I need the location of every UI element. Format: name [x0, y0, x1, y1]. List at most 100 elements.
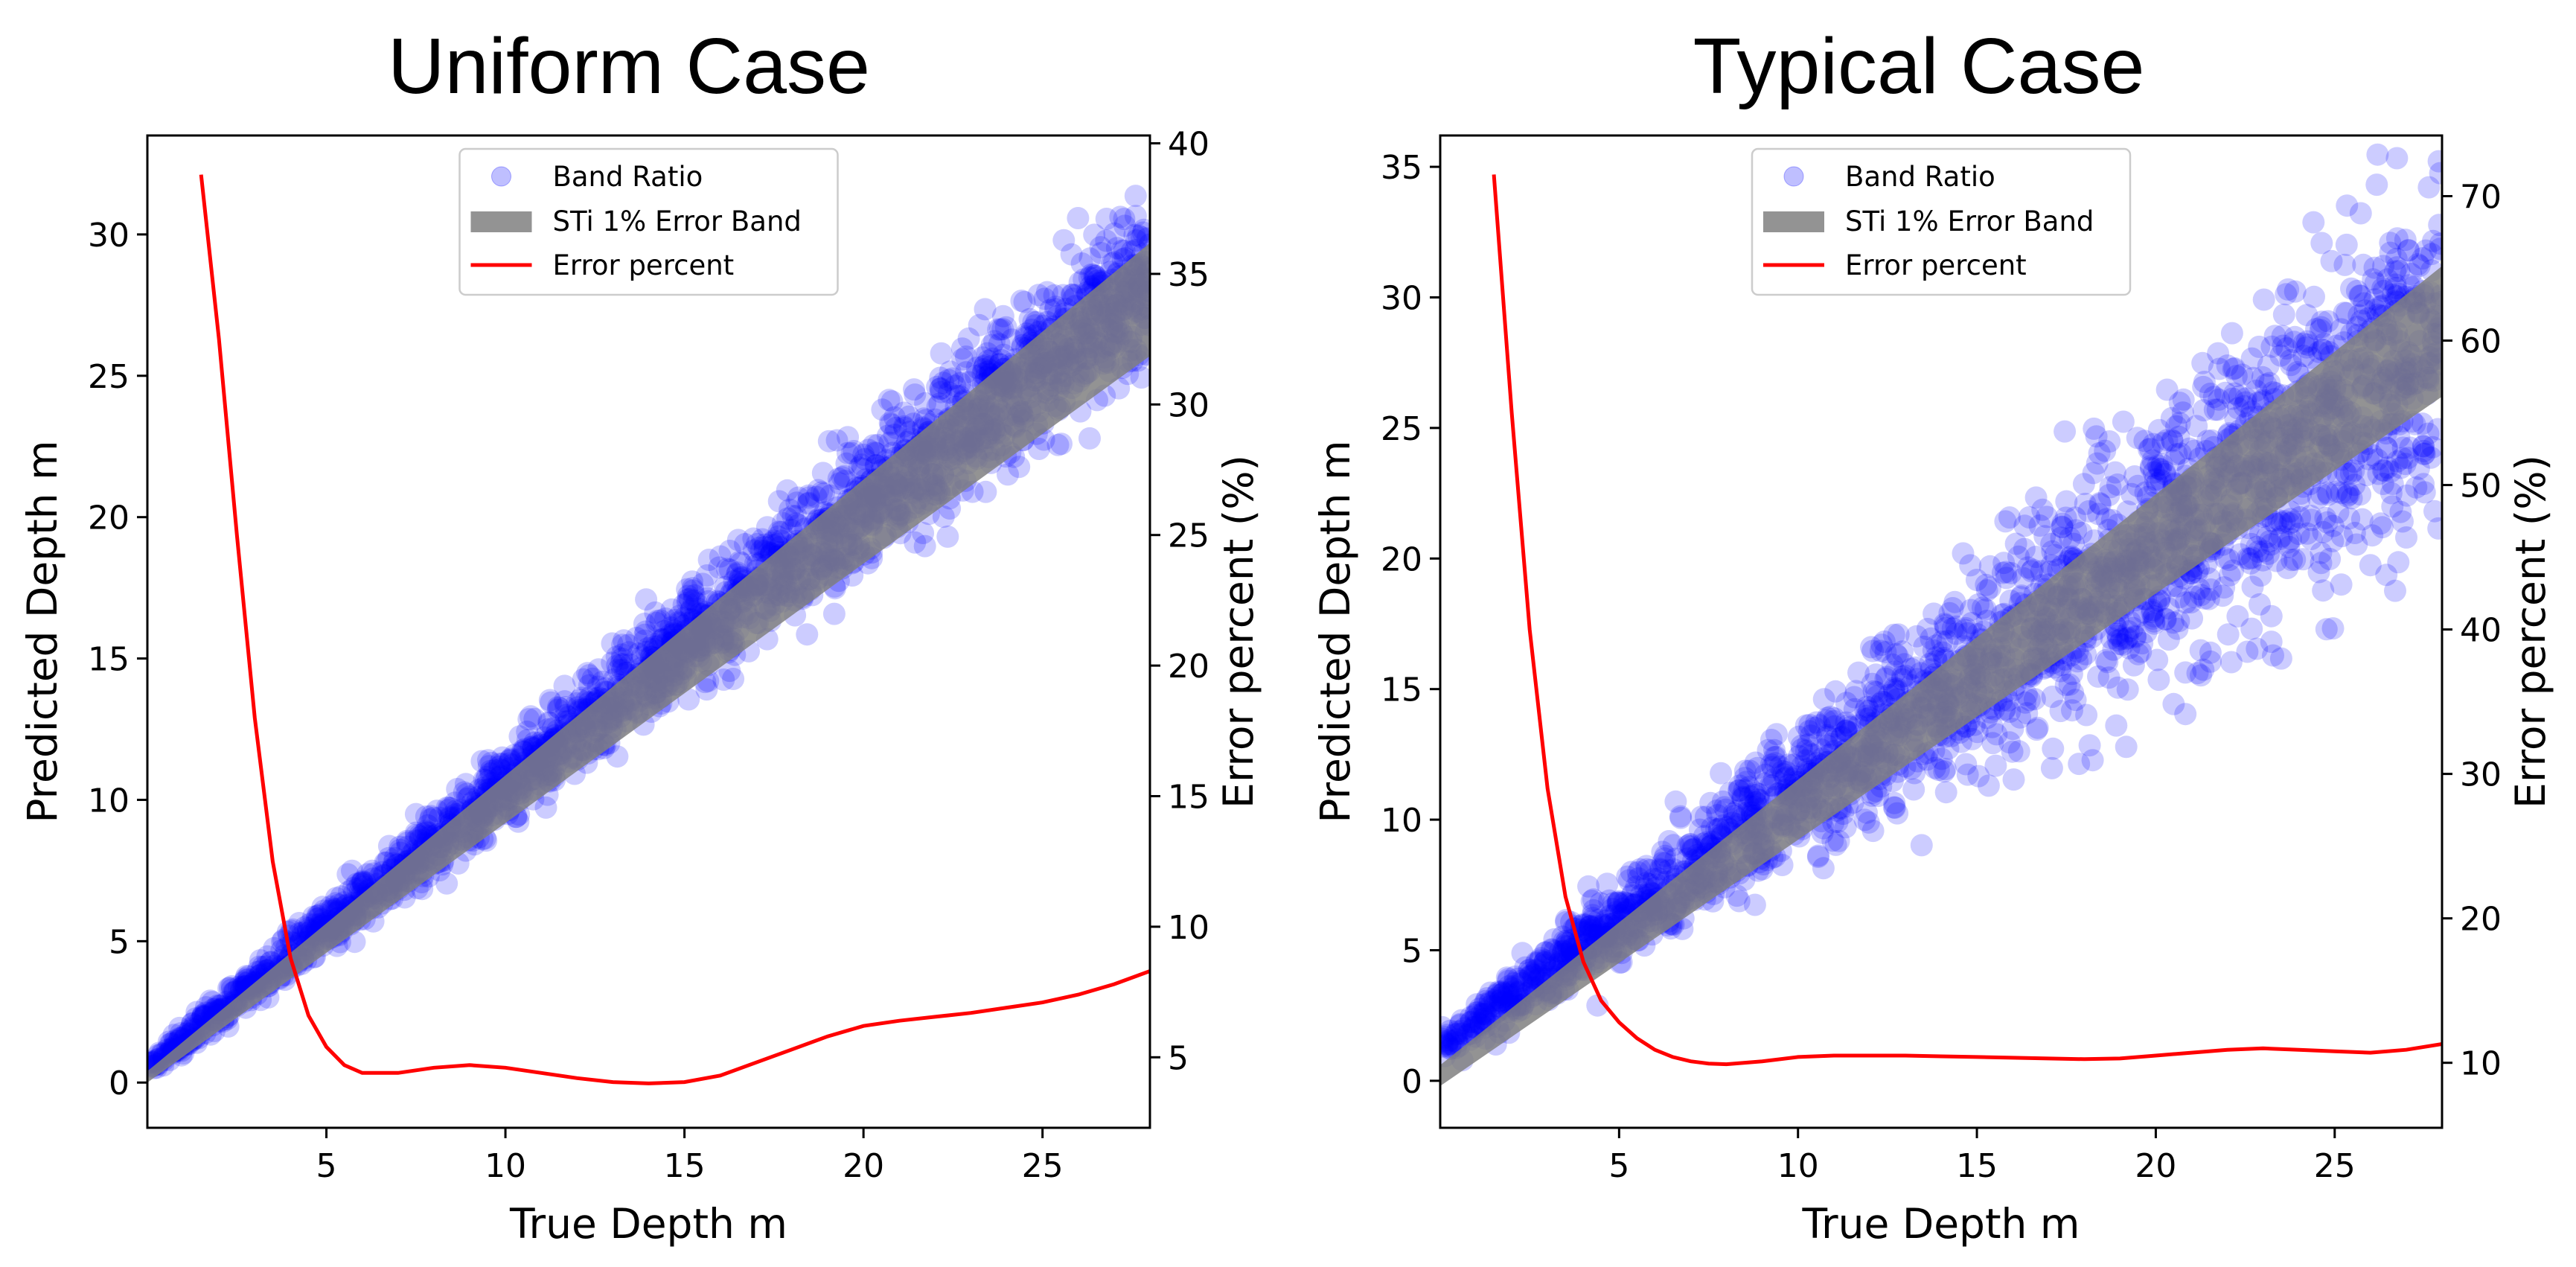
band-ratio-point — [1649, 858, 1672, 881]
band-ratio-point — [2307, 486, 2330, 509]
band-ratio-point — [415, 805, 438, 828]
band-ratio-point — [2199, 578, 2222, 601]
band-ratio-point — [1999, 561, 2022, 584]
band-ratio-point — [1583, 916, 1606, 939]
band-ratio-point — [1518, 959, 1540, 982]
band-ratio-point — [1552, 939, 1575, 963]
band-ratio-point — [937, 368, 960, 392]
band-ratio-point — [1925, 646, 1948, 669]
band-ratio-point — [181, 1012, 204, 1035]
band-ratio-point — [825, 429, 848, 452]
band-ratio-point — [2050, 526, 2073, 549]
band-ratio-point — [761, 532, 784, 554]
band-ratio-point — [157, 1030, 180, 1053]
band-ratio-point — [396, 829, 418, 852]
band-ratio-point — [1922, 639, 1945, 662]
band-ratio-point — [2270, 511, 2293, 534]
band-ratio-point — [2018, 506, 2041, 529]
band-ratio-point — [1847, 661, 1870, 684]
band-ratio-point — [612, 653, 635, 676]
y-tick-label: 0 — [1402, 1063, 1422, 1101]
band-ratio-point — [534, 796, 557, 819]
band-ratio-point — [2171, 401, 2194, 424]
band-ratio-point — [606, 654, 629, 677]
band-ratio-point — [2155, 429, 2179, 452]
y2-axis-label: Error percent (%) — [1215, 455, 1262, 808]
band-ratio-point — [828, 472, 851, 495]
band-ratio-point — [1647, 867, 1670, 890]
band-ratio-point — [2102, 638, 2125, 661]
band-ratio-point — [2407, 457, 2430, 480]
band-ratio-point — [2394, 229, 2417, 252]
band-ratio-point — [1588, 908, 1611, 931]
x-axis-label: True Depth m — [1802, 1200, 2080, 1248]
band-ratio-point — [742, 527, 765, 550]
band-ratio-point — [2338, 507, 2361, 530]
chart-title: Uniform Case — [388, 22, 870, 110]
band-ratio-point — [767, 490, 790, 513]
band-ratio-point — [1815, 724, 1838, 747]
band-ratio-point — [903, 378, 925, 401]
band-ratio-point — [1483, 995, 1506, 1018]
band-ratio-point — [2412, 439, 2435, 462]
x-tick-label: 25 — [2314, 1147, 2356, 1185]
band-ratio-point — [712, 668, 735, 691]
band-ratio-point — [1715, 798, 1737, 821]
band-ratio-point — [217, 977, 240, 1000]
band-ratio-point — [2124, 625, 2147, 648]
band-ratio-point — [1582, 888, 1605, 911]
band-ratio-point — [601, 651, 624, 674]
band-ratio-point — [2258, 529, 2281, 552]
band-ratio-point — [1800, 724, 1822, 747]
legend-label-band-ratio: Band Ratio — [553, 161, 703, 193]
band-ratio-point — [2275, 337, 2298, 360]
band-ratio-point — [617, 634, 640, 657]
band-ratio-point — [767, 525, 790, 548]
band-ratio-point — [771, 511, 794, 534]
band-ratio-point — [685, 592, 708, 615]
band-ratio-point — [1442, 1030, 1465, 1053]
band-ratio-point — [1823, 715, 1846, 738]
band-ratio-points — [147, 185, 1150, 1079]
band-ratio-point — [2202, 386, 2225, 409]
band-ratio-point — [633, 613, 656, 635]
band-ratio-point — [2207, 342, 2230, 365]
band-ratio-point — [2028, 514, 2051, 537]
band-ratio-point — [974, 354, 997, 377]
band-ratio-point — [2413, 481, 2436, 504]
y2-tick-label: 20 — [1168, 648, 1209, 686]
band-ratio-point — [1095, 208, 1118, 230]
band-ratio-point — [1617, 892, 1640, 915]
band-ratio-point — [634, 620, 657, 643]
band-ratio-point — [1130, 226, 1150, 249]
band-ratio-point — [1551, 925, 1574, 948]
band-ratio-point — [1518, 965, 1541, 988]
band-ratio-point — [587, 675, 610, 698]
band-ratio-point — [2117, 620, 2140, 643]
band-ratio-point — [991, 318, 1014, 341]
band-ratio-point — [811, 462, 834, 485]
band-ratio-point — [1653, 847, 1676, 870]
band-ratio-point — [404, 821, 427, 844]
band-ratio-point — [843, 440, 866, 462]
band-ratio-point — [1551, 942, 1574, 966]
band-ratio-point — [479, 762, 502, 785]
band-ratio-point — [976, 342, 999, 365]
band-ratio-point — [453, 781, 476, 804]
band-ratio-point — [422, 806, 445, 829]
band-ratio-point — [1582, 907, 1605, 930]
band-ratio-point — [955, 361, 977, 384]
band-ratio-point — [2026, 716, 2049, 739]
band-ratio-point — [2220, 322, 2243, 345]
y-tick-label: 15 — [88, 641, 130, 679]
band-ratio-point — [2381, 473, 2404, 495]
band-ratio-point — [1113, 239, 1136, 262]
band-ratio-point — [2108, 633, 2131, 656]
band-ratio-point — [1125, 229, 1148, 252]
band-ratio-point — [876, 424, 899, 447]
band-ratio-point — [2126, 642, 2150, 666]
band-ratio-point — [2141, 599, 2164, 622]
y-tick-label: 25 — [88, 358, 130, 396]
band-ratio-point — [540, 691, 563, 714]
band-ratio-point — [2300, 508, 2323, 532]
